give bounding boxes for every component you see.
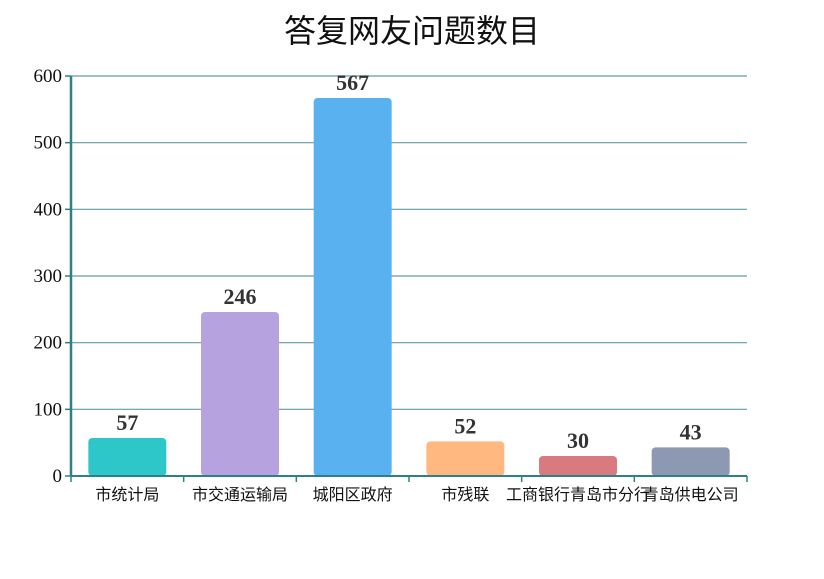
category-label: 城阳区政府 [313,485,393,504]
y-tick-label: 0 [53,466,63,487]
bar [539,456,617,476]
y-tick-label: 600 [34,66,63,87]
category-label: 工商银行青岛市分行 [506,485,650,504]
y-axis-ticks: 0 100 200 300 400 500 600 [34,66,748,487]
grid-lines [71,75,747,410]
category-label: 市统计局 [95,485,159,504]
category-label: 青岛供电公司 [643,485,739,504]
category-label: 市交通运输局 [192,485,288,504]
bar [426,441,505,476]
y-tick-label: 400 [34,199,63,220]
bar [88,438,167,476]
value-label: 246 [224,284,257,309]
bar [201,312,279,476]
chart-title: 答复网友问题数目 [283,12,540,50]
bar [313,98,392,476]
bars [88,98,730,476]
value-label: 567 [336,70,369,95]
bar [651,447,730,476]
category-label: 市残联 [441,485,489,504]
y-tick-label: 300 [34,266,63,287]
value-label: 52 [454,413,476,438]
value-label: 30 [567,428,589,453]
y-tick-label: 500 [34,133,63,154]
value-label: 57 [116,410,138,435]
value-label: 43 [680,419,702,444]
y-tick-label: 100 [34,399,63,420]
value-labels: 57 246 567 52 30 43 [116,70,701,453]
y-tick-label: 200 [34,333,63,354]
